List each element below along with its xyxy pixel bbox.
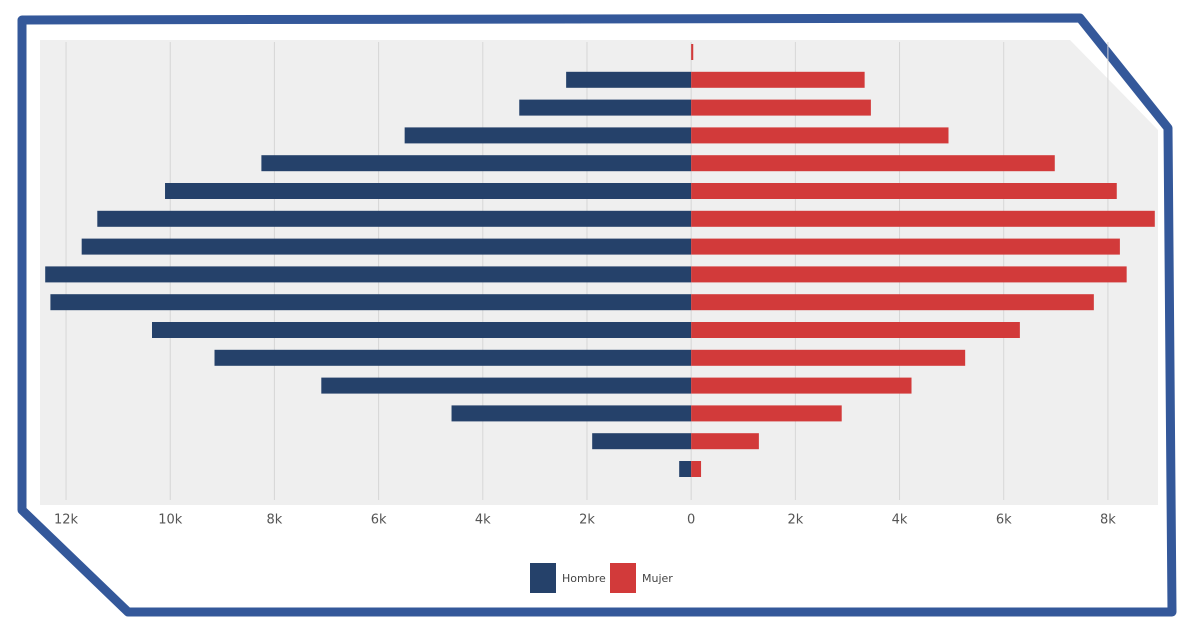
- bar: [691, 349, 966, 366]
- bar: [519, 99, 692, 116]
- bar: [45, 266, 692, 283]
- bar: [81, 238, 692, 255]
- bar: [691, 99, 871, 116]
- bar: [691, 405, 842, 422]
- bar: [152, 322, 692, 338]
- x-tick-label: 6k: [371, 513, 387, 528]
- bar: [691, 238, 1120, 255]
- x-tick-label: 12k: [54, 513, 79, 528]
- bar: [691, 210, 1155, 227]
- legend-label: Hombre: [562, 572, 606, 585]
- bar: [451, 405, 692, 422]
- bar: [691, 183, 1117, 199]
- bar: [691, 44, 694, 60]
- bar: [691, 266, 1127, 283]
- bar: [691, 433, 759, 450]
- x-tick-label: 0: [687, 513, 695, 528]
- x-tick-label: 4k: [475, 513, 491, 528]
- x-tick-label: 2k: [787, 513, 803, 528]
- bar: [691, 294, 1094, 311]
- bar: [691, 71, 865, 88]
- bar: [566, 71, 692, 88]
- x-tick-label: 6k: [996, 513, 1012, 528]
- x-tick-label: 10k: [158, 513, 183, 528]
- bar: [679, 461, 692, 477]
- bar: [404, 127, 692, 144]
- bar: [261, 155, 692, 172]
- bar: [321, 377, 692, 394]
- bar: [165, 183, 692, 199]
- bar: [50, 294, 692, 311]
- bar: [97, 210, 692, 227]
- x-tick-label: 4k: [892, 513, 908, 528]
- bar: [691, 155, 1055, 172]
- legend-label: Mujer: [642, 572, 673, 585]
- bar: [691, 127, 949, 144]
- x-tick-label: 8k: [267, 513, 283, 528]
- bar: [691, 461, 702, 477]
- x-tick-label: 8k: [1100, 513, 1116, 528]
- bar: [691, 377, 912, 394]
- bar: [214, 349, 692, 366]
- bar: [691, 322, 1020, 338]
- legend-swatch: [530, 563, 556, 593]
- legend-swatch: [610, 563, 636, 593]
- x-tick-label: 2k: [579, 513, 595, 528]
- bar: [592, 433, 692, 450]
